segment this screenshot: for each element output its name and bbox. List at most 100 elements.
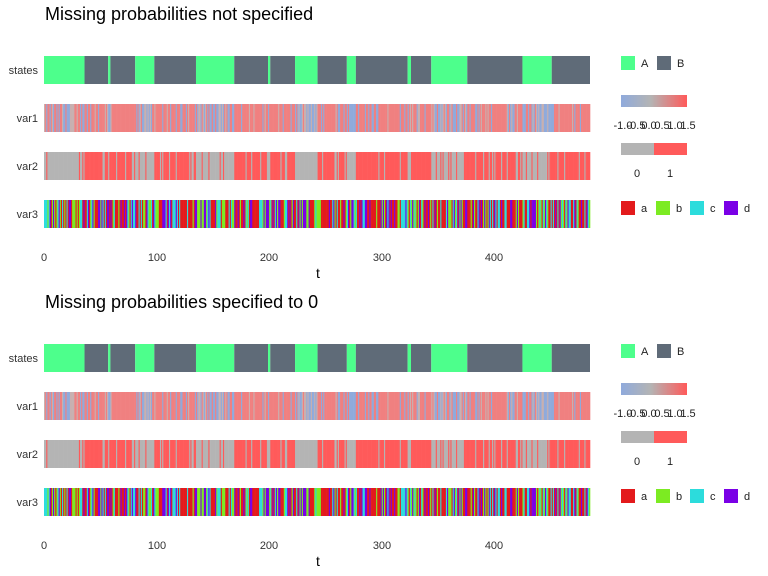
var2-cell [259, 440, 261, 468]
var2-cell [136, 440, 138, 468]
var1-cell [452, 392, 455, 420]
var2-cell [474, 440, 476, 468]
var3-cell [440, 200, 442, 228]
var2-cell [441, 152, 443, 180]
var3-cell [319, 200, 322, 228]
var2-cell [392, 440, 395, 468]
var3-cell [442, 200, 444, 228]
var2-cell [379, 152, 381, 180]
var2-cell [548, 152, 550, 180]
var3-cell [412, 200, 414, 228]
legend-swatch-a [621, 201, 635, 215]
var2-cell [184, 152, 187, 180]
var3-cell [73, 488, 75, 516]
var2-cell [145, 152, 147, 180]
var3-cell [459, 200, 461, 228]
var2-cell [241, 440, 243, 468]
var1-cell [562, 104, 565, 132]
var3-cell [141, 488, 144, 516]
var3-cell [198, 200, 200, 228]
var3-cell [347, 488, 350, 516]
var1-cell [230, 392, 233, 420]
var3-cell [548, 488, 550, 516]
var2-cell [468, 440, 470, 468]
var1-cell [484, 104, 486, 132]
var3-cell [534, 488, 537, 516]
var3-cell [363, 488, 366, 516]
legend-swatch-b [657, 56, 671, 70]
var2-cell [257, 440, 260, 468]
state-segment-B [154, 344, 196, 372]
var2-cell [578, 152, 581, 180]
var3-cell [291, 488, 294, 516]
var1-cell [91, 392, 93, 420]
var2-cell [485, 152, 487, 180]
var3-cell [309, 488, 312, 516]
var3-cell [552, 200, 555, 228]
var3-cell [370, 200, 372, 228]
var1-cell [574, 392, 576, 420]
var1-cell [253, 104, 255, 132]
var2-cell [274, 440, 277, 468]
var3-cell [121, 200, 124, 228]
var3-cell [108, 200, 110, 228]
var3-cell [222, 488, 225, 516]
var3-cell [327, 200, 330, 228]
var2-cell [374, 440, 377, 468]
var3-cell [388, 200, 390, 228]
var3-cell [60, 488, 63, 516]
var2-cell [299, 440, 301, 468]
var3-cell [333, 200, 335, 228]
var1-cell [542, 392, 545, 420]
var3-cell [583, 200, 585, 228]
var2-cell [350, 152, 352, 180]
var2-cell [293, 440, 296, 468]
var2-cell [292, 440, 295, 468]
var3-cell [453, 200, 456, 228]
var3-cell [48, 200, 50, 228]
var3-cell [385, 200, 387, 228]
var3-cell [524, 200, 527, 228]
var1-cell [62, 392, 64, 420]
var3-cell [175, 488, 178, 516]
var3-cell [444, 488, 447, 516]
var1-cell [426, 104, 429, 132]
var2-cell [103, 440, 106, 468]
var1-cell [540, 104, 542, 132]
var2-cell [226, 152, 228, 180]
var1-cell [439, 392, 441, 420]
state-segment-B [467, 56, 523, 84]
var3-cell [343, 200, 345, 228]
var2-cell [381, 440, 384, 468]
var3-cell [368, 488, 370, 516]
var3-cell [167, 200, 170, 228]
var3-cell [280, 488, 282, 516]
var2-cell [435, 440, 438, 468]
var2-cell [380, 152, 383, 180]
var1-cell [421, 104, 423, 132]
var2-cell [207, 152, 209, 180]
var2-cell [238, 152, 241, 180]
var2-cell [552, 152, 555, 180]
var1-cell [570, 392, 573, 420]
var3-cell [462, 488, 465, 516]
var1-cell [137, 392, 139, 420]
var3-cell [229, 200, 232, 228]
var1-cell [229, 104, 232, 132]
state-segment-A [135, 56, 155, 84]
var3-cell [62, 488, 64, 516]
var2-cell [575, 440, 577, 468]
var3-cell [228, 488, 231, 516]
var1-cell [315, 104, 317, 132]
state-segment-B [110, 56, 136, 84]
var2-cell [232, 440, 234, 468]
var2-cell [318, 440, 321, 468]
var1-cell [65, 392, 67, 420]
var2-cell [390, 440, 393, 468]
var3-cell [520, 200, 522, 228]
var1-cell [114, 104, 117, 132]
var3-cell [239, 488, 242, 516]
var3-cell [378, 488, 380, 516]
var1-cell [422, 104, 424, 132]
var3-cell [334, 488, 336, 516]
